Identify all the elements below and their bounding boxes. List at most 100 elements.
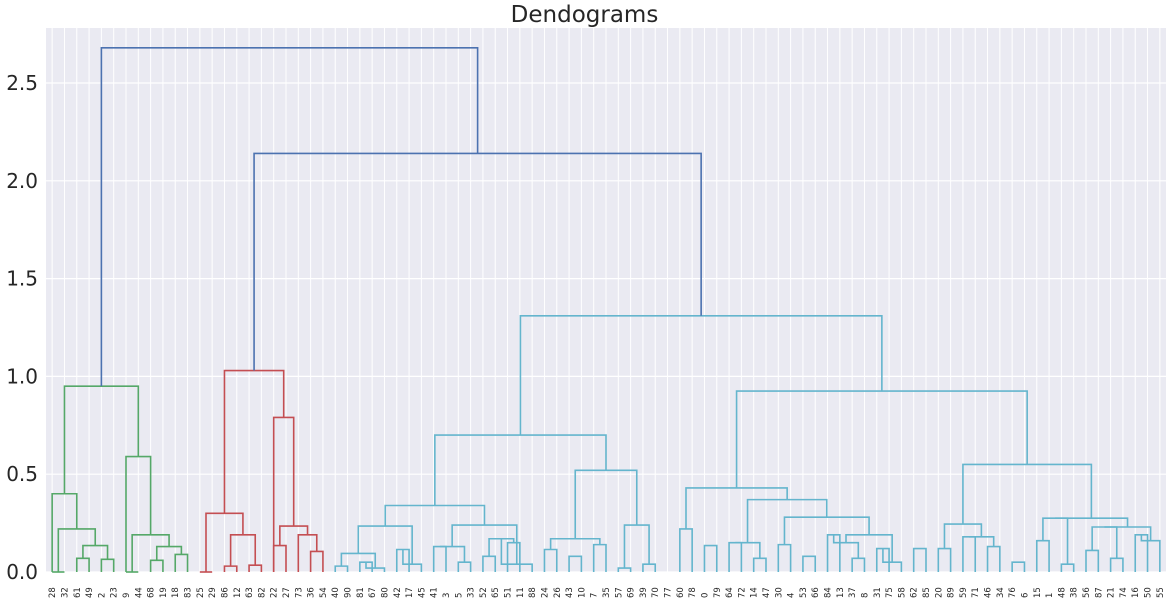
x-tick-label: 46 [984, 587, 994, 598]
x-tick-label: 7 [590, 593, 600, 598]
x-tick-label: 38 [1070, 587, 1080, 598]
x-tick-label: 0 [700, 593, 710, 598]
x-tick-label: 51 [504, 587, 514, 598]
x-tick-label: 84 [824, 587, 834, 598]
chart-title: Dendograms [510, 2, 659, 28]
y-tick-label: 2.0 [6, 169, 38, 193]
x-tick-label: 72 [737, 587, 747, 598]
x-tick-label: 83 [184, 587, 194, 598]
x-tick-label: 16 [1131, 587, 1141, 598]
dendrogram-link [703, 544, 718, 572]
x-tick-label: 79 [713, 587, 723, 598]
x-tick-label: 2 [97, 593, 107, 598]
x-tick-label: 8 [860, 593, 870, 598]
x-tick-label: 70 [651, 587, 661, 598]
x-tick-label: 87 [1094, 587, 1104, 598]
x-tick-label: 81 [356, 587, 366, 598]
x-tick-label: 15 [1033, 587, 1043, 598]
x-tick-label: 30 [774, 587, 784, 598]
dendrogram-link [432, 545, 447, 572]
x-tick-label: 42 [393, 587, 403, 598]
x-tick-label: 50 [1144, 587, 1154, 598]
x-tick-label: 80 [380, 587, 390, 598]
x-tick-label: 53 [799, 587, 809, 598]
x-tick-label: 3 [442, 593, 452, 598]
dendrogram-link [439, 545, 466, 563]
x-tick-label: 37 [848, 587, 858, 598]
x-tick-label: 65 [491, 587, 501, 598]
x-tick-label: 22 [270, 587, 280, 598]
x-tick-label: 76 [1008, 587, 1018, 598]
x-tick-label: 5 [454, 593, 464, 598]
x-tick-label: 73 [294, 587, 304, 598]
x-tick-label: 39 [639, 587, 649, 598]
x-tick-label: 61 [73, 587, 83, 598]
x-tick-label: 13 [836, 587, 846, 598]
x-tick-label: 62 [910, 587, 920, 598]
x-tick-label: 49 [85, 587, 95, 598]
x-tick-label: 88 [528, 587, 538, 598]
dendrogram-link [735, 541, 761, 559]
y-axis-tick-labels: 0.0 0.5 1.0 1.5 2.0 2.5 [6, 71, 38, 584]
x-tick-label: 78 [688, 587, 698, 598]
x-tick-label: 90 [344, 587, 354, 598]
x-tick-label: 17 [405, 587, 415, 598]
x-tick-label: 11 [516, 587, 526, 598]
x-tick-label: 12 [233, 587, 243, 598]
y-tick-label: 1.5 [6, 267, 38, 291]
x-tick-label: 57 [614, 587, 624, 598]
x-tick-label: 59 [959, 587, 969, 598]
x-tick-label: 48 [1057, 587, 1067, 598]
x-tick-label: 68 [147, 587, 157, 598]
x-tick-label: 56 [1082, 587, 1092, 598]
dendrogram-link [912, 547, 927, 572]
dendrogram-link [1091, 526, 1118, 559]
x-tick-label: 60 [676, 587, 686, 598]
dendrogram-link [802, 555, 817, 572]
x-tick-label: 63 [245, 587, 255, 598]
dendrogram-link [100, 46, 479, 387]
x-tick-label: 89 [947, 587, 957, 598]
x-tick-label: 26 [553, 587, 563, 598]
x-tick-label: 33 [467, 587, 477, 598]
x-tick-label: 67 [368, 587, 378, 598]
x-tick-label: 71 [971, 587, 981, 598]
x-tick-label: 25 [196, 587, 206, 598]
x-tick-label: 28 [48, 587, 58, 598]
dendrogram-link [1055, 517, 1129, 528]
x-tick-label: 4 [787, 593, 797, 598]
x-tick-label: 6 [1020, 593, 1030, 598]
x-tick-label: 85 [922, 587, 932, 598]
x-tick-label: 64 [725, 587, 735, 598]
dendrogram-links [51, 46, 1161, 573]
x-axis-tick-labels: 28 32 61 49 2 23 9 44 68 19 18 83 25 29 86 12 63 82 22 27 73… [48, 587, 1166, 598]
x-tick-label: 55 [1156, 587, 1166, 598]
x-tick-label: 29 [208, 587, 218, 598]
x-tick-label: 75 [885, 587, 895, 598]
x-tick-label: 19 [159, 587, 169, 598]
x-tick-label: 41 [430, 587, 440, 598]
dendrogram-link [969, 535, 995, 547]
dendrogram-link [1042, 517, 1069, 565]
x-tick-label: 44 [134, 587, 144, 598]
x-tick-label: 31 [873, 587, 883, 598]
y-tick-label: 0.0 [6, 560, 38, 584]
x-tick-label: 54 [319, 587, 329, 598]
x-tick-label: 52 [479, 587, 489, 598]
x-tick-label: 9 [122, 593, 132, 598]
x-tick-label: 74 [1119, 587, 1129, 598]
x-tick-label: 24 [540, 587, 550, 598]
x-tick-label: 18 [171, 587, 181, 598]
dendrogram-link [1011, 561, 1026, 572]
dendrogram-link [1104, 526, 1152, 541]
x-tick-label: 1 [1045, 593, 1055, 598]
x-tick-label: 36 [307, 587, 317, 598]
x-tick-label: 35 [602, 587, 612, 598]
y-tick-label: 0.5 [6, 462, 38, 486]
y-tick-label: 2.5 [6, 71, 38, 95]
vertical-gridlines [51, 28, 1161, 572]
x-tick-label: 14 [750, 587, 760, 598]
x-tick-label: 23 [110, 587, 120, 598]
x-tick-label: 43 [565, 587, 575, 598]
